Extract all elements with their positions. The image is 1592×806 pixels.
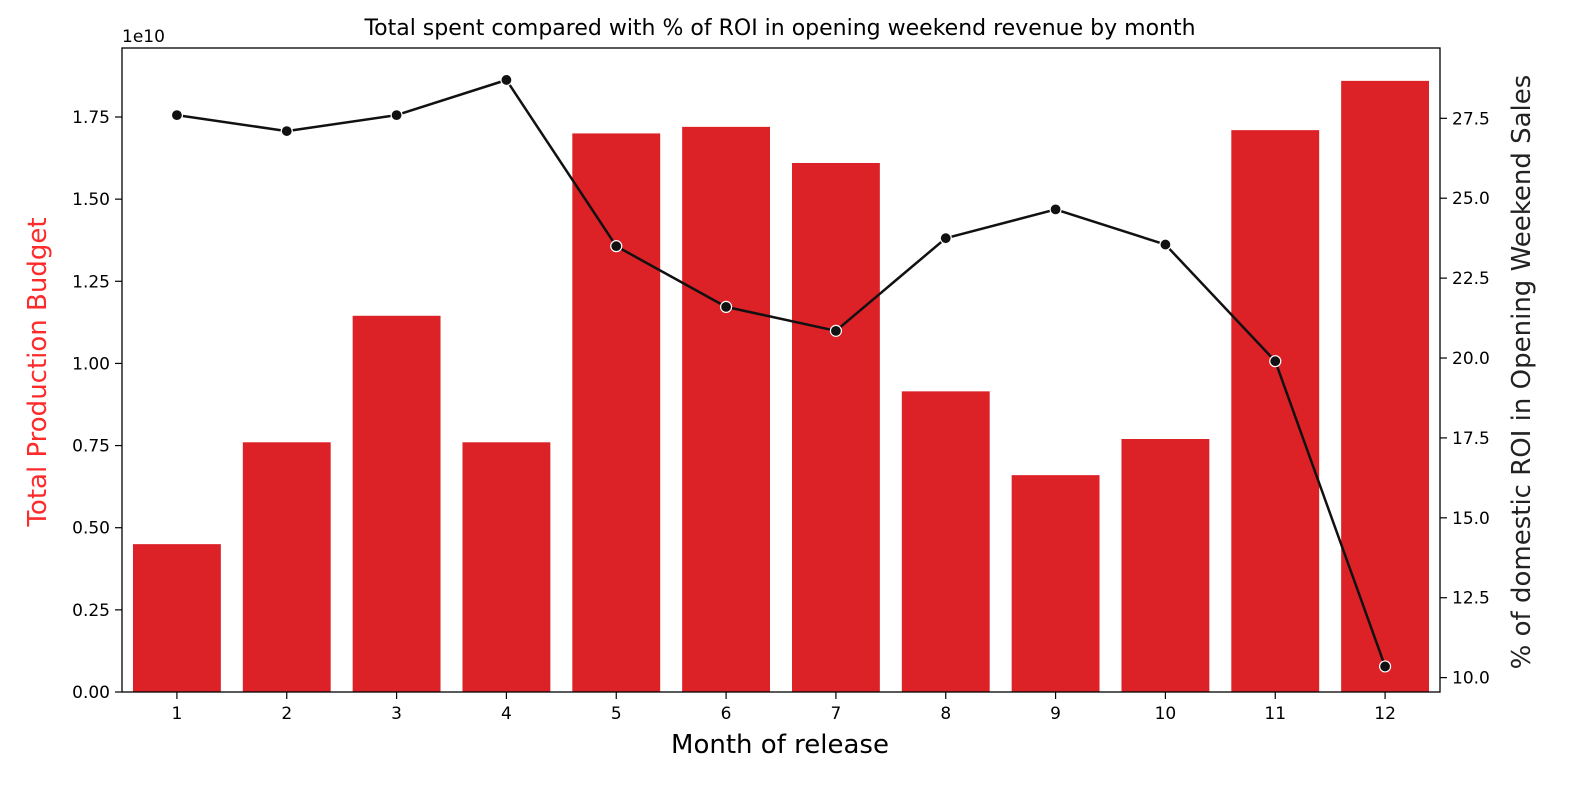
y2-axis-ticks: 10.0 12.5 15.0 17.5 20.0 22.5 25.0 27.5 xyxy=(1440,109,1490,689)
chart-title: Total spent compared with % of ROI in op… xyxy=(363,16,1195,41)
y-tick-label: 1.25 xyxy=(72,272,110,292)
roi-point-month-8 xyxy=(939,232,952,245)
roi-line xyxy=(176,78,1387,667)
x-tick-label: 6 xyxy=(721,704,732,724)
y2-axis-label: % of domestic ROI in Opening Weekend Sal… xyxy=(1507,75,1537,670)
x-tick-label: 11 xyxy=(1264,704,1286,724)
x-axis-ticks: 1 2 3 4 5 6 7 8 9 10 11 12 xyxy=(172,692,1396,724)
y-axis-ticks: 0.00 0.25 0.50 0.75 1.00 1.25 1.50 1.75 xyxy=(72,108,122,703)
x-tick-label: 7 xyxy=(831,704,842,724)
y2-tick-label: 15.0 xyxy=(1452,509,1490,529)
roi-point-month-5 xyxy=(610,240,623,253)
roi-point-month-2 xyxy=(280,124,293,138)
y-tick-label: 0.00 xyxy=(72,683,110,703)
y-tick-label: 1.75 xyxy=(72,108,110,128)
y2-tick-label: 22.5 xyxy=(1452,269,1490,289)
bar-series xyxy=(132,80,1430,693)
bar-month-5 xyxy=(572,133,661,692)
x-tick-label: 12 xyxy=(1374,704,1396,724)
roi-point-month-7 xyxy=(829,324,843,337)
x-axis-label: Month of release xyxy=(671,730,889,760)
x-tick-label: 8 xyxy=(940,704,951,724)
roi-point-month-11 xyxy=(1269,355,1282,368)
roi-point-month-10 xyxy=(1159,238,1172,251)
x-tick-label: 2 xyxy=(281,704,292,724)
bar-month-12 xyxy=(1341,80,1430,693)
bar-month-4 xyxy=(462,442,551,692)
y-tick-label: 1.00 xyxy=(72,354,110,374)
bar-month-9 xyxy=(1011,475,1100,692)
bar-month-2 xyxy=(242,442,331,692)
y2-tick-label: 27.5 xyxy=(1452,109,1490,129)
y-tick-label: 0.50 xyxy=(72,519,110,539)
y2-tick-label: 12.5 xyxy=(1452,589,1490,609)
y-tick-label: 0.75 xyxy=(72,437,110,457)
roi-point-month-3 xyxy=(390,109,403,122)
line-series xyxy=(170,73,1392,673)
y-tick-label: 0.25 xyxy=(72,601,110,621)
y-tick-label: 1.50 xyxy=(72,190,110,210)
roi-point-month-12 xyxy=(1378,660,1392,673)
x-tick-label: 9 xyxy=(1050,704,1061,724)
x-tick-label: 1 xyxy=(172,704,183,724)
bar-month-3 xyxy=(352,315,441,692)
x-tick-label: 4 xyxy=(501,704,512,724)
bar-month-1 xyxy=(132,544,221,692)
axes xyxy=(121,47,1441,693)
y2-tick-label: 10.0 xyxy=(1452,669,1490,689)
roi-point-month-6 xyxy=(719,300,733,313)
y2-tick-label: 20.0 xyxy=(1452,349,1490,369)
x-tick-label: 3 xyxy=(391,704,402,724)
y2-tick-label: 25.0 xyxy=(1452,189,1490,209)
bar-month-10 xyxy=(1121,439,1210,692)
roi-point-month-9 xyxy=(1049,203,1062,216)
y-axis-label: Total Production Budget xyxy=(23,217,53,527)
bar-month-7 xyxy=(791,163,880,692)
x-tick-label: 5 xyxy=(611,704,622,724)
bar-month-6 xyxy=(682,126,771,693)
roi-point-month-4 xyxy=(500,73,513,87)
bar-month-8 xyxy=(901,391,990,692)
offset-text: 1e10 xyxy=(122,27,165,47)
plot-frame xyxy=(121,47,1441,693)
roi-point-month-1 xyxy=(170,109,184,122)
bar-month-11 xyxy=(1231,130,1320,693)
x-tick-label: 10 xyxy=(1155,704,1177,724)
y2-tick-label: 17.5 xyxy=(1452,429,1490,449)
